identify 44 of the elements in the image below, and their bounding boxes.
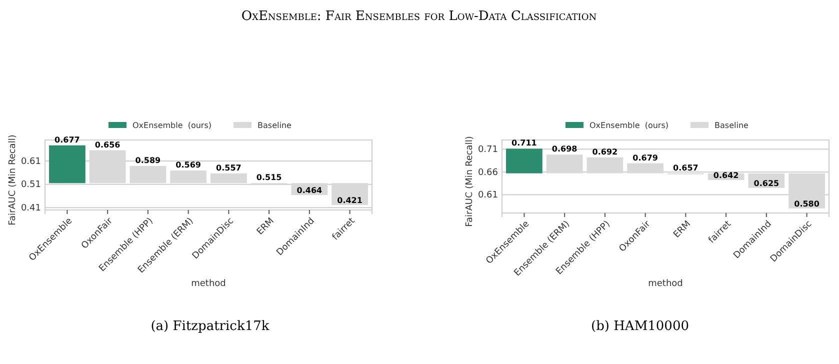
- data-label: 0.589: [135, 156, 162, 165]
- data-label: 0.677: [54, 135, 80, 144]
- data-label: 0.464: [296, 186, 323, 196]
- legend-label: Baseline: [258, 121, 292, 130]
- bar: [506, 148, 542, 174]
- bar: [586, 157, 624, 174]
- legend-label: Baseline: [714, 121, 749, 130]
- x-axis-title: method: [191, 279, 226, 289]
- data-label: 0.657: [673, 163, 698, 172]
- bar: [627, 163, 664, 174]
- data-label: 0.656: [94, 140, 121, 150]
- y-tick-label: 0.71: [478, 145, 498, 156]
- y-tick-label: 0.51: [20, 180, 41, 190]
- data-label: 0.515: [256, 173, 282, 182]
- bar: [89, 150, 126, 184]
- bar: [49, 145, 86, 184]
- legend-label: OxEnsemble (ours): [132, 121, 212, 130]
- data-label: 0.642: [713, 171, 739, 180]
- data-label: 0.580: [794, 199, 820, 208]
- data-label: 0.698: [552, 144, 578, 154]
- data-label: 0.711: [512, 138, 538, 148]
- y-tick-label: 0.66: [478, 168, 498, 178]
- y-axis-title: FairAUC (Min Recall): [465, 136, 475, 227]
- bar: [788, 173, 825, 208]
- bar: [332, 183, 368, 206]
- text: (a) Fitzpatrick17k: [150, 319, 270, 334]
- text: OxEnsemble: Fair Ensembles for Low-Data Classification: [241, 9, 597, 24]
- data-label: 0.625: [754, 178, 780, 188]
- y-tick-label: 0.61: [20, 156, 41, 167]
- data-label: 0.421: [337, 196, 363, 206]
- bar: [546, 154, 583, 174]
- bar: [170, 170, 206, 184]
- data-label: 0.557: [216, 163, 242, 172]
- bar: [130, 166, 166, 184]
- legend-label: OxEnsemble (ours): [590, 121, 669, 130]
- y-tick-label: 0.41: [20, 204, 41, 214]
- bar: [210, 173, 247, 184]
- x-axis-title: method: [648, 279, 683, 289]
- data-label: 0.679: [632, 153, 658, 162]
- data-label: 0.569: [176, 160, 202, 170]
- y-axis-title: FairAUC (Min Recall): [8, 134, 18, 226]
- text: (b) HAM10000: [591, 319, 689, 334]
- data-label: 0.692: [592, 147, 618, 156]
- y-tick-label: 0.61: [478, 190, 498, 201]
